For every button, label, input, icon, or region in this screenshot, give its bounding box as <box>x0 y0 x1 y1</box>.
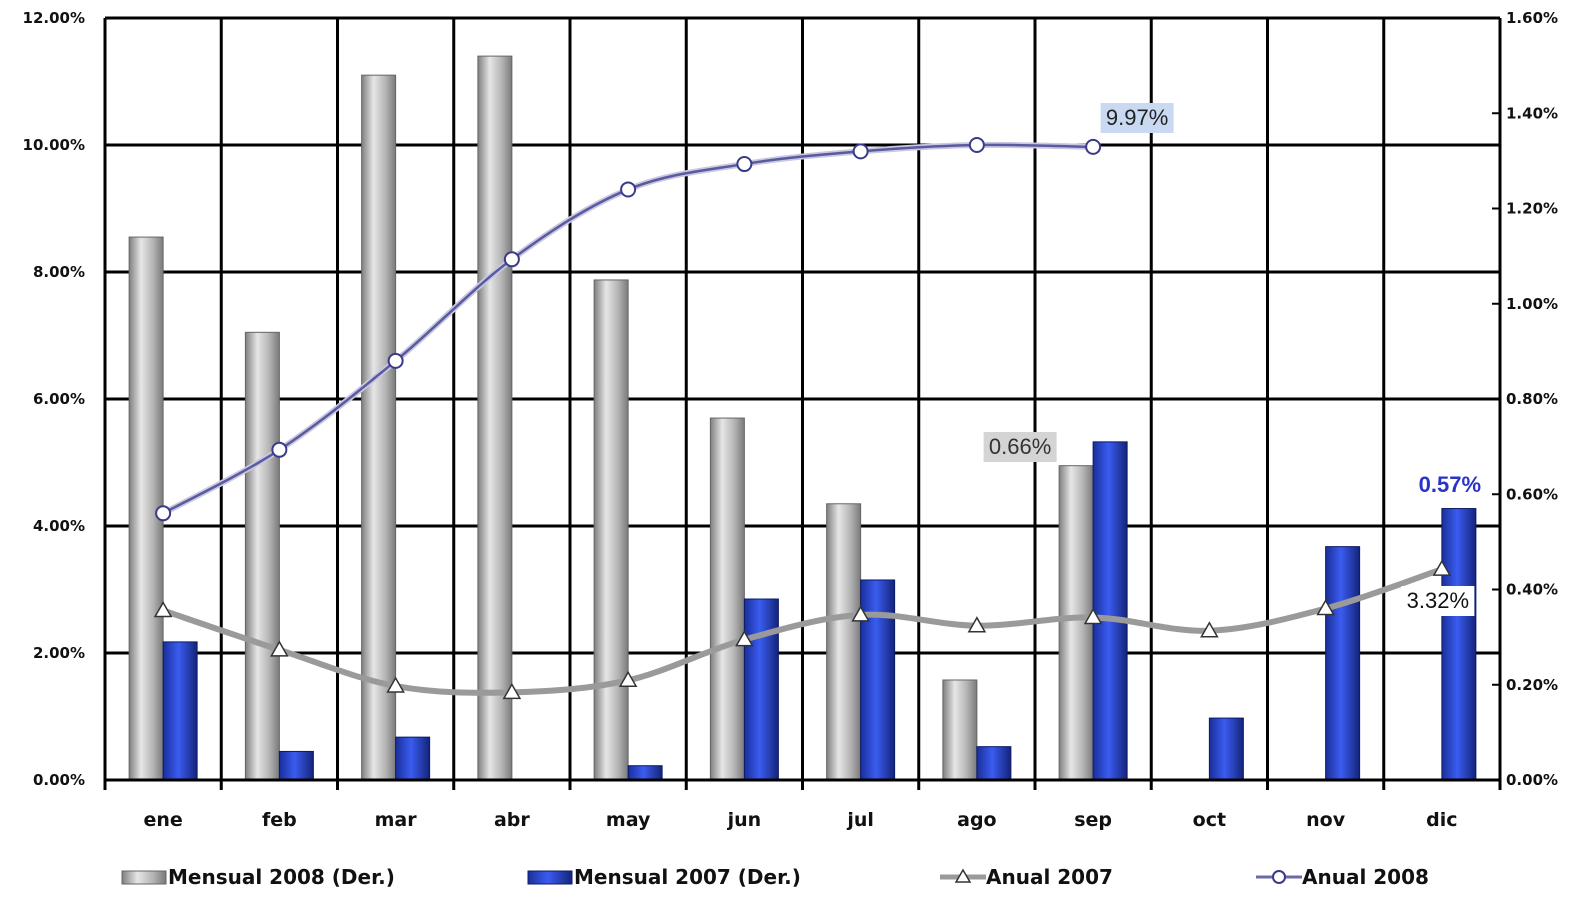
axes <box>103 18 1502 782</box>
annotation-anual-2008-sep-bg <box>1100 103 1174 133</box>
bar-mensual-2007-ene <box>162 641 198 781</box>
marker-anual-2007-jun <box>735 630 754 647</box>
marker-anual-2007-sep <box>1083 607 1103 625</box>
y-left-tick-label: 8.00% <box>33 263 85 281</box>
legend-item-2-swatch <box>527 870 573 885</box>
marker-anual-2008-jul <box>852 143 869 160</box>
x-tick-label-abr: abr <box>494 809 530 831</box>
y-right-tick-label: 1.00% <box>1506 295 1558 313</box>
marker-anual-2008-abr <box>503 251 520 268</box>
y-left-tick-label: 6.00% <box>33 390 85 408</box>
bar-mensual-2008-ago <box>942 679 978 781</box>
line-anual-2007 <box>160 566 1445 696</box>
annotation-mensual-2007-dic: 0.57% <box>1419 472 1481 497</box>
marker-anual-2007-may <box>618 670 638 688</box>
annotation-anual-2008-sep: 9.97% <box>1106 105 1168 130</box>
legend-item-1-label: Mensual 2008 (Der.) <box>168 865 395 889</box>
marker-anual-2007-ene <box>153 600 173 618</box>
bar-mensual-2007-feb <box>278 750 314 781</box>
y-left-tick-label: 2.00% <box>33 644 85 662</box>
y-right-tick-label: 0.60% <box>1506 485 1558 503</box>
bar-mensual-2007-dic <box>1441 508 1477 781</box>
marker-anual-2008-mar <box>387 352 404 369</box>
y-left-tick-label: 10.00% <box>23 136 85 154</box>
y-right-tick-label: 0.80% <box>1506 390 1558 408</box>
legend-item-3-label: Anual 2007 <box>986 865 1113 889</box>
y-right-tick-label: 0.20% <box>1506 676 1558 694</box>
annotation-anual-2007-dic: 3.32% <box>1407 588 1469 613</box>
marker-anual-2008-sep <box>1085 138 1102 155</box>
x-tick-label-sep: sep <box>1074 809 1112 831</box>
marker-anual-2007-oct <box>1200 621 1219 638</box>
x-tick-label-feb: feb <box>262 809 297 831</box>
y-right-tick-label: 1.40% <box>1506 104 1558 122</box>
y-left-tick-label: 12.00% <box>23 9 85 27</box>
x-tick-label-mar: mar <box>375 809 418 831</box>
marker-anual-2007-nov <box>1316 599 1335 616</box>
x-tick-label-oct: oct <box>1193 809 1226 831</box>
grid <box>103 16 1502 790</box>
annotation-anual-2007-dic-bg <box>1401 586 1475 616</box>
marker-anual-2008-jun <box>736 156 753 173</box>
annotation-mensual-2008-sep: 0.66% <box>989 434 1051 459</box>
lines <box>153 137 1452 700</box>
x-tick-label-ago: ago <box>957 809 996 831</box>
bar-mensual-2008-feb <box>244 331 280 781</box>
bar-mensual-2008-abr <box>477 55 513 781</box>
legend-item-4-swatch-marker <box>1272 870 1286 884</box>
marker-anual-2007-dic <box>1432 559 1452 576</box>
marker-anual-2008-ago <box>968 137 985 153</box>
y-left-tick-label: 4.00% <box>33 517 85 535</box>
bar-mensual-2007-nov <box>1325 546 1361 781</box>
bar-mensual-2008-jul <box>826 503 862 781</box>
marker-anual-2007-ago <box>967 616 987 633</box>
y-right-tick-label: 1.20% <box>1506 200 1558 218</box>
bar-mensual-2007-jul <box>860 579 896 781</box>
legend-item-1-swatch <box>121 870 167 885</box>
marker-anual-2007-mar <box>386 676 405 693</box>
y-left-tick-label: 0.00% <box>33 771 85 789</box>
x-tick-label-dic: dic <box>1426 809 1457 831</box>
bar-mensual-2007-sep <box>1092 441 1128 781</box>
tick-labels: 0.00% 2.00% 4.00% 6.00% 8.00% 10.00% 12.00% 0.0… <box>23 9 1559 831</box>
x-tick-label-nov: nov <box>1306 809 1346 831</box>
marker-anual-2008-ene <box>155 505 172 522</box>
annotation-mensual-2008-sep-bg <box>983 432 1057 462</box>
x-tick-label-jul: jul <box>846 809 874 831</box>
x-tick-label-ene: ene <box>143 809 182 831</box>
bars <box>128 55 1477 781</box>
bar-mensual-2007-may <box>627 765 663 781</box>
bar-mensual-2007-oct <box>1208 717 1244 781</box>
bar-mensual-2008-mar <box>361 74 397 781</box>
marker-anual-2008-may <box>620 181 637 198</box>
marker-anual-2007-feb <box>270 640 289 657</box>
marker-anual-2007-abr <box>502 682 522 700</box>
marker-anual-2008-feb <box>271 441 288 458</box>
legend: Mensual 2008 (Der.) Mensual 2007 (Der.) An… <box>121 865 1429 889</box>
bar-mensual-2007-jun <box>743 598 779 781</box>
bar-mensual-2007-mar <box>395 736 431 781</box>
y-right-tick-label: 0.00% <box>1506 771 1558 789</box>
x-tick-label-jun: jun <box>727 809 762 831</box>
legend-item-3-swatch-marker <box>954 868 972 883</box>
line-anual-2008 <box>162 143 1094 515</box>
x-tick-label-may: may <box>606 809 651 831</box>
bar-mensual-2007-ago <box>976 746 1012 781</box>
legend-item-4-label: Anual 2008 <box>1302 865 1429 889</box>
y-right-tick-label: 1.60% <box>1506 9 1558 27</box>
annotations: 9.97% 0.66% 0.57% 3.32% <box>983 103 1481 616</box>
bar-mensual-2008-jun <box>709 417 745 781</box>
bar-mensual-2008-may <box>593 279 629 781</box>
marker-anual-2007-jul <box>851 605 870 622</box>
legend-item-2-label: Mensual 2007 (Der.) <box>574 865 801 889</box>
y-right-tick-label: 0.40% <box>1506 581 1558 599</box>
